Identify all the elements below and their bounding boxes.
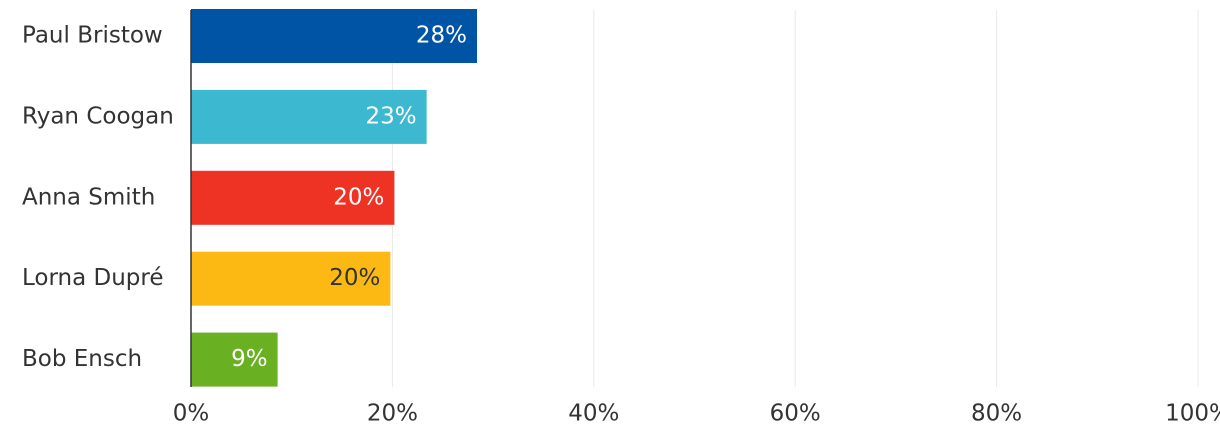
y-tick-label: Anna Smith [22, 184, 155, 210]
y-tick-label: Paul Bristow [22, 23, 163, 49]
x-tick-label: 100% [1165, 401, 1220, 427]
bar [191, 170, 395, 225]
y-tick-label: Bob Ensch [22, 346, 142, 372]
y-tick-label: Ryan Coogan [22, 103, 174, 129]
value-label: 20% [333, 184, 384, 210]
value-label: 9% [231, 346, 268, 372]
x-tick-label: 0% [173, 401, 210, 427]
x-tick-label: 40% [568, 401, 619, 427]
bar [191, 9, 477, 63]
x-tick-label: 60% [770, 401, 821, 427]
bar [191, 251, 391, 306]
value-label: 20% [329, 265, 380, 291]
y-tick-label: Lorna Dupré [22, 265, 164, 291]
value-label: 23% [366, 103, 417, 129]
bar [191, 332, 278, 387]
x-tick-label: 80% [971, 401, 1022, 427]
value-label: 28% [416, 23, 467, 49]
x-tick-label: 20% [367, 401, 418, 427]
bar [191, 89, 427, 144]
